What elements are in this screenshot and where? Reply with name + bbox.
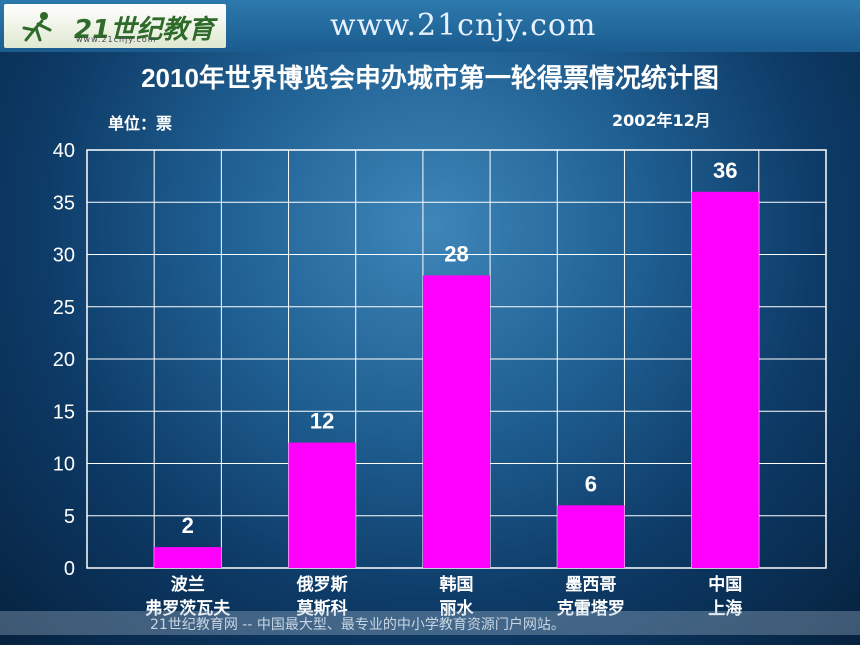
x-category-label: 波兰 bbox=[171, 574, 205, 595]
y-tick-label: 35 bbox=[53, 192, 75, 214]
bar-value-label: 28 bbox=[444, 241, 468, 266]
site-logo[interactable]: 21世纪教育 www.21cnjy.com bbox=[4, 4, 226, 48]
x-category-label: 上海 bbox=[708, 598, 742, 619]
bar bbox=[557, 505, 625, 568]
y-tick-label: 0 bbox=[64, 558, 75, 580]
bar-value-label: 36 bbox=[713, 158, 737, 183]
y-tick-label: 40 bbox=[53, 140, 75, 162]
x-category-label: 墨西哥 bbox=[565, 575, 616, 595]
y-tick-label: 15 bbox=[53, 401, 75, 423]
y-tick-label: 25 bbox=[53, 297, 75, 319]
unit-label: 单位：票 bbox=[108, 114, 173, 133]
x-category-label: 韩国 bbox=[440, 574, 474, 595]
logo-text: 21世纪教育 bbox=[74, 15, 215, 45]
x-category-label: 克雷塔罗 bbox=[557, 598, 625, 619]
chart-title: 2010年世界博览会申办城市第一轮得票情况统计图 bbox=[141, 63, 719, 93]
x-category-label: 中国 bbox=[708, 574, 742, 595]
y-tick-label: 5 bbox=[64, 506, 75, 528]
bar-value-label: 12 bbox=[310, 409, 334, 434]
logo-subtext: www.21cnjy.com bbox=[76, 35, 157, 44]
runner-logo-icon bbox=[22, 12, 52, 42]
bar bbox=[422, 275, 491, 568]
footer-bar bbox=[0, 611, 860, 635]
x-category-label: 俄罗斯 bbox=[296, 574, 348, 595]
site-url: www.21cnjy.com bbox=[330, 8, 597, 43]
bar-value-label: 2 bbox=[182, 513, 194, 538]
bar bbox=[154, 547, 222, 568]
bar bbox=[288, 442, 356, 568]
x-category-label: 弗罗茨瓦夫 bbox=[145, 598, 231, 619]
bar bbox=[691, 191, 759, 569]
y-tick-label: 10 bbox=[53, 454, 75, 476]
footer-text: 21世纪教育网 -- 中国最大型、最专业的中小学教育资源门户网站。 bbox=[150, 617, 565, 633]
y-tick-label: 20 bbox=[53, 349, 75, 371]
date-label: 2002年12月 bbox=[612, 111, 711, 130]
bar-value-label: 6 bbox=[585, 471, 597, 496]
x-category-label: 丽水 bbox=[440, 598, 475, 619]
x-category-label: 莫斯科 bbox=[296, 598, 348, 619]
y-tick-label: 30 bbox=[53, 245, 75, 267]
